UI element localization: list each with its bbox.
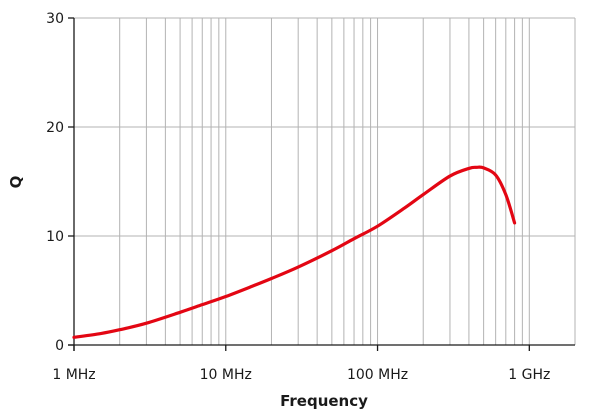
y-tick-label: 0	[55, 338, 64, 354]
x-axis-title: Frequency	[280, 392, 368, 410]
y-tick-label: 20	[46, 120, 64, 136]
tick-labels: 0 10 20 30 1 MHz 10 MHz 100 MHz 1 GHz	[46, 11, 550, 383]
q-curve	[72, 165, 517, 339]
axes	[68, 17, 575, 351]
grid	[74, 17, 576, 345]
x-tick-label: 10 MHz	[200, 367, 252, 383]
x-tick-label: 1 GHz	[508, 367, 550, 383]
y-axis-title: Q	[7, 176, 25, 189]
y-tick-label: 10	[46, 229, 64, 245]
x-tick-label: 100 MHz	[347, 367, 408, 383]
y-tick-label: 30	[46, 11, 64, 27]
series-layer	[72, 165, 517, 339]
x-tick-label: 1 MHz	[52, 367, 95, 383]
